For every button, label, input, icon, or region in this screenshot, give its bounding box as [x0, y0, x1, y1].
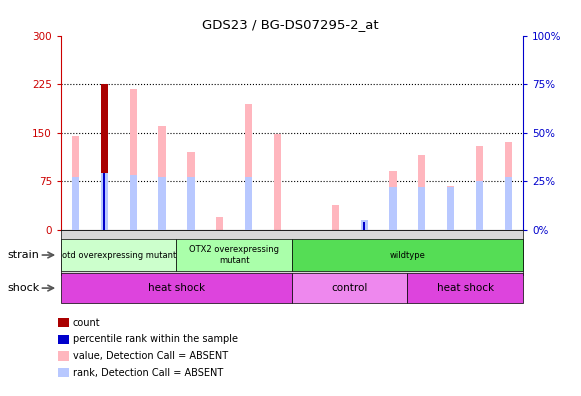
- Bar: [187, 152, 195, 230]
- Bar: [187, 177, 195, 230]
- Text: strain: strain: [7, 250, 39, 260]
- Bar: [476, 146, 483, 230]
- Text: value, Detection Call = ABSENT: value, Detection Call = ABSENT: [73, 351, 228, 361]
- Bar: [389, 171, 397, 230]
- Bar: [332, 205, 339, 230]
- Bar: [130, 175, 137, 230]
- Bar: [363, 222, 365, 230]
- Bar: [130, 89, 137, 230]
- Bar: [159, 126, 166, 230]
- Bar: [361, 220, 368, 230]
- Bar: [72, 177, 79, 230]
- Text: heat shock: heat shock: [436, 283, 494, 293]
- Bar: [101, 84, 108, 230]
- Bar: [101, 173, 108, 230]
- Bar: [476, 181, 483, 230]
- Text: control: control: [332, 283, 368, 293]
- Text: OTX2 overexpressing
mutant: OTX2 overexpressing mutant: [189, 246, 279, 265]
- Text: heat shock: heat shock: [148, 283, 205, 293]
- Text: GDS23 / BG-DS07295-2_at: GDS23 / BG-DS07295-2_at: [202, 18, 379, 31]
- Bar: [216, 217, 223, 230]
- Bar: [159, 177, 166, 230]
- Bar: [505, 177, 512, 230]
- Text: wildtype: wildtype: [389, 251, 425, 259]
- Bar: [245, 103, 252, 230]
- Bar: [418, 155, 425, 230]
- Text: count: count: [73, 318, 101, 328]
- Text: percentile rank within the sample: percentile rank within the sample: [73, 334, 238, 345]
- Bar: [505, 142, 512, 230]
- Text: rank, Detection Call = ABSENT: rank, Detection Call = ABSENT: [73, 367, 223, 378]
- Bar: [274, 134, 281, 230]
- Text: otd overexpressing mutant: otd overexpressing mutant: [62, 251, 176, 259]
- Bar: [447, 187, 454, 230]
- Bar: [72, 136, 79, 230]
- Bar: [103, 173, 106, 230]
- Bar: [418, 187, 425, 230]
- Bar: [447, 186, 454, 230]
- Bar: [245, 177, 252, 230]
- Bar: [389, 187, 397, 230]
- Text: shock: shock: [7, 283, 40, 293]
